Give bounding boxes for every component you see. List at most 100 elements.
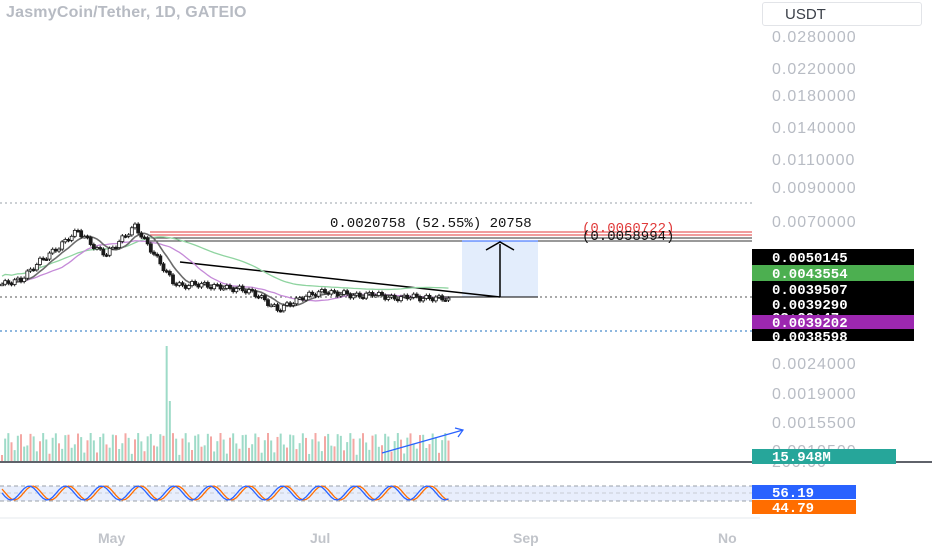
stoch-k-line (1, 485, 449, 501)
price-tag: 0.0038598 (772, 330, 848, 346)
candle-body (47, 252, 52, 260)
candle-body (234, 288, 239, 293)
candle-body (44, 258, 49, 261)
candle-body (107, 247, 112, 256)
measure-label: 0.0020758 (52.55%) 20758 (330, 216, 532, 232)
volume-bar (86, 440, 89, 461)
chart-title: JasmyCoin/Tether, 1D, GATEIO (6, 4, 247, 21)
candle-body (345, 290, 350, 295)
price-tick: 0.0280000 (772, 29, 857, 46)
volume-bar (149, 433, 152, 461)
candle-body (335, 291, 340, 297)
volume-bar (276, 436, 279, 461)
currency-selector-button[interactable]: USDT (762, 2, 922, 26)
volume-bar (320, 451, 323, 461)
volume-bar (35, 451, 38, 461)
volume-bar (194, 435, 197, 461)
volume-bar (168, 401, 171, 461)
volume-bar (279, 433, 282, 461)
x-axis-label: Sep (513, 530, 539, 546)
candle-body (294, 297, 299, 305)
volume-bar (336, 434, 339, 461)
candle-body (424, 294, 429, 299)
stoch-d-tag: 44.79 (772, 501, 814, 517)
candle-body (310, 291, 315, 295)
volume-trend-arrow (381, 429, 464, 454)
volume-bar (191, 449, 193, 461)
volume-bar (425, 447, 428, 461)
stoch-d-tag-bg (752, 500, 856, 514)
volume-bar (371, 435, 374, 461)
volume-bar (292, 435, 295, 461)
candle-body (389, 295, 394, 298)
candle-body (357, 292, 362, 298)
volume-bar (83, 452, 86, 461)
candle-body (259, 295, 264, 298)
candle-body (3, 280, 8, 285)
candle-body (408, 297, 413, 300)
volume-bar (175, 438, 178, 461)
candle-body (69, 235, 74, 241)
volume-bar (317, 441, 320, 461)
candle-body (91, 244, 96, 250)
volume-bar (349, 433, 352, 461)
volume-bar (23, 446, 26, 461)
candle-body (79, 230, 84, 238)
candle-body (123, 235, 128, 238)
candle-body (297, 297, 302, 300)
candle-body (224, 285, 229, 289)
candle-body (231, 288, 236, 293)
candle-body (177, 282, 182, 286)
volume-bar (428, 444, 431, 461)
target-label: (0.0058994) (582, 229, 674, 245)
candle-body (228, 285, 232, 289)
volume-bar (51, 437, 54, 461)
candle-body (133, 223, 137, 229)
volume-bar (16, 435, 19, 461)
volume-bar (213, 451, 216, 461)
descending-trendline[interactable] (179, 261, 501, 298)
volume-bar (257, 437, 260, 461)
candle-body (15, 277, 20, 281)
candle-body (386, 296, 391, 300)
candle-body (332, 290, 337, 293)
candle-body (183, 284, 188, 289)
volume-bar (80, 437, 83, 461)
candle-body (221, 287, 226, 291)
price-tick: 0.0110000 (772, 152, 855, 169)
x-axis-label: Jul (310, 530, 330, 546)
candle-body (196, 283, 201, 288)
volume-bar (374, 434, 377, 461)
candle-body (288, 302, 293, 306)
volume-bar (295, 449, 298, 461)
volume-bar (381, 445, 383, 461)
volume-bar (146, 436, 149, 461)
volume-bar (140, 441, 143, 461)
candle-body (202, 282, 207, 285)
volume-bar (311, 439, 314, 461)
volume-bar (301, 433, 304, 461)
candle-body (405, 294, 410, 300)
volume-bar (282, 444, 285, 461)
volume-bar (327, 433, 330, 461)
stoch-k-tag-bg (752, 485, 856, 499)
volume-bar (308, 453, 311, 461)
volume-bar (26, 445, 29, 461)
volume-bar (339, 435, 342, 461)
candle-body (101, 248, 106, 256)
candle-body (266, 299, 270, 306)
candle-body (129, 227, 134, 236)
ma-slow-line (1, 236, 449, 291)
candle-body (281, 304, 286, 312)
volume-bar (92, 440, 95, 461)
volume-bar (387, 436, 390, 461)
candle-body (6, 280, 11, 284)
volume-bar (219, 433, 222, 461)
candle-body (0, 283, 4, 287)
volume-bar (111, 434, 114, 461)
candle-body (361, 296, 365, 299)
volume-bar (352, 438, 355, 461)
volume-bar (232, 433, 235, 461)
candle-body (53, 248, 58, 252)
